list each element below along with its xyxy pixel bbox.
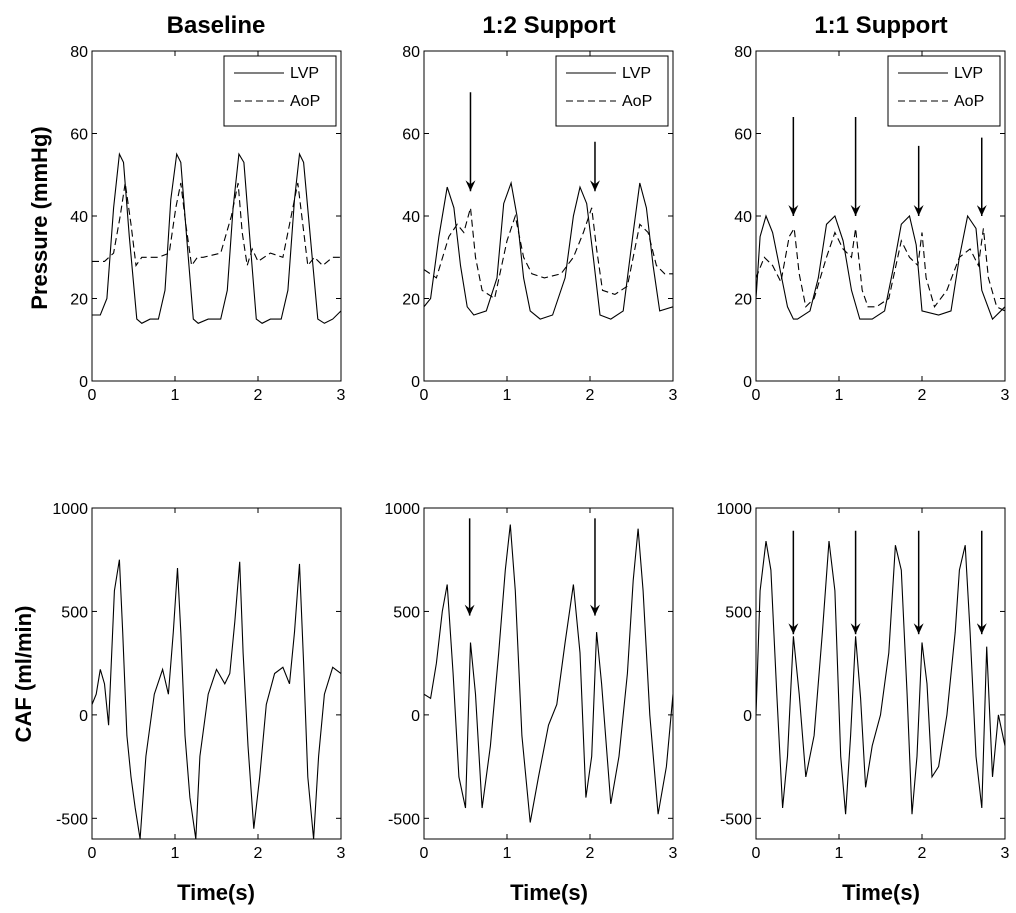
- xlabel-1to1: Time(s): [842, 880, 920, 905]
- series-line-aop: [756, 226, 1005, 312]
- x-tick-label: 2: [918, 845, 927, 862]
- y-tick-label: -500: [388, 811, 420, 828]
- x-tick-label: 1: [503, 845, 512, 862]
- y-tick-label: 60: [402, 127, 420, 144]
- x-tick-label: 0: [752, 845, 761, 862]
- panel-pressure-1to1: 0 1 2 3 0 20 40 60 80 LVP AoP: [734, 44, 1009, 404]
- series-line-caf: [424, 524, 673, 823]
- ylabel-pressure: Pressure (mmHg): [27, 126, 52, 309]
- x-tick-label: 0: [420, 387, 429, 404]
- x-tick-label: 1: [171, 387, 180, 404]
- y-tick-label: 0: [411, 374, 420, 391]
- column-title-1to1: 1:1 Support: [814, 12, 947, 39]
- y-tick-label: 1000: [384, 501, 420, 518]
- y-tick-label: 80: [70, 44, 88, 61]
- x-tick-label: 1: [503, 387, 512, 404]
- column-title-baseline: Baseline: [167, 12, 266, 39]
- y-tick-label: 60: [70, 127, 88, 144]
- series-line-aop: [92, 182, 341, 267]
- legend-label-lvp: LVP: [954, 65, 983, 82]
- x-tick-label: 1: [835, 387, 844, 404]
- y-tick-label: 500: [61, 604, 88, 621]
- y-tick-label: 40: [70, 209, 88, 226]
- series-line-lvp: [424, 180, 673, 320]
- y-tick-label: -500: [56, 811, 88, 828]
- x-tick-label: 3: [337, 387, 346, 404]
- plot-frame: [423, 507, 674, 840]
- legend-label-lvp: LVP: [290, 65, 319, 82]
- legend-box: [223, 55, 337, 127]
- xlabel-baseline: Time(s): [177, 880, 255, 905]
- ylabel-caf: CAF (ml/min): [11, 606, 36, 743]
- x-tick-label: 1: [835, 845, 844, 862]
- x-tick-label: 0: [88, 387, 97, 404]
- x-tick-label: 3: [669, 387, 678, 404]
- legend-label-aop: AoP: [622, 93, 652, 110]
- y-tick-label: 0: [79, 374, 88, 391]
- series-line-aop: [424, 207, 673, 300]
- legend-box: [887, 55, 1001, 127]
- series-line-lvp: [92, 152, 341, 324]
- legend-label-lvp: LVP: [622, 65, 651, 82]
- y-tick-label: 60: [734, 127, 752, 144]
- y-tick-label: 1000: [52, 501, 88, 518]
- series-line-caf: [756, 541, 1005, 815]
- y-tick-label: 40: [402, 209, 420, 226]
- y-tick-label: 0: [743, 708, 752, 725]
- y-tick-label: 20: [70, 292, 88, 309]
- plot-frame: [755, 507, 1006, 840]
- x-tick-label: 1: [171, 845, 180, 862]
- x-tick-label: 3: [337, 845, 346, 862]
- x-tick-label: 3: [1001, 387, 1010, 404]
- x-tick-label: 2: [254, 845, 263, 862]
- y-tick-label: 0: [411, 708, 420, 725]
- y-tick-label: 0: [79, 708, 88, 725]
- y-tick-label: -500: [720, 811, 752, 828]
- x-tick-label: 2: [918, 387, 927, 404]
- y-tick-label: 500: [393, 604, 420, 621]
- y-tick-label: 500: [725, 604, 752, 621]
- legend-label-aop: AoP: [954, 93, 984, 110]
- y-tick-label: 0: [743, 374, 752, 391]
- xlabel-1to2: Time(s): [510, 880, 588, 905]
- x-tick-label: 3: [669, 845, 678, 862]
- column-title-1to2: 1:2 Support: [482, 12, 615, 39]
- series-line-caf: [92, 559, 341, 839]
- x-tick-label: 2: [586, 845, 595, 862]
- y-tick-label: 1000: [716, 501, 752, 518]
- legend-box: [555, 55, 669, 127]
- panel-pressure-1to2: 0 1 2 3 0 20 40 60 80 LVP AoP: [402, 44, 677, 404]
- legend-label-aop: AoP: [290, 93, 320, 110]
- series-line-lvp: [756, 214, 1005, 321]
- x-tick-label: 3: [1001, 845, 1010, 862]
- y-tick-label: 40: [734, 209, 752, 226]
- y-tick-label: 20: [734, 292, 752, 309]
- y-tick-label: 80: [734, 44, 752, 61]
- x-tick-label: 0: [752, 387, 761, 404]
- panel-pressure-baseline: 0 1 2 3 0 20 40 60 80 LVP AoP: [70, 44, 345, 404]
- x-tick-label: 2: [254, 387, 263, 404]
- x-tick-label: 2: [586, 387, 595, 404]
- x-tick-label: 0: [420, 845, 429, 862]
- y-tick-label: 20: [402, 292, 420, 309]
- y-tick-label: 80: [402, 44, 420, 61]
- x-tick-label: 0: [88, 845, 97, 862]
